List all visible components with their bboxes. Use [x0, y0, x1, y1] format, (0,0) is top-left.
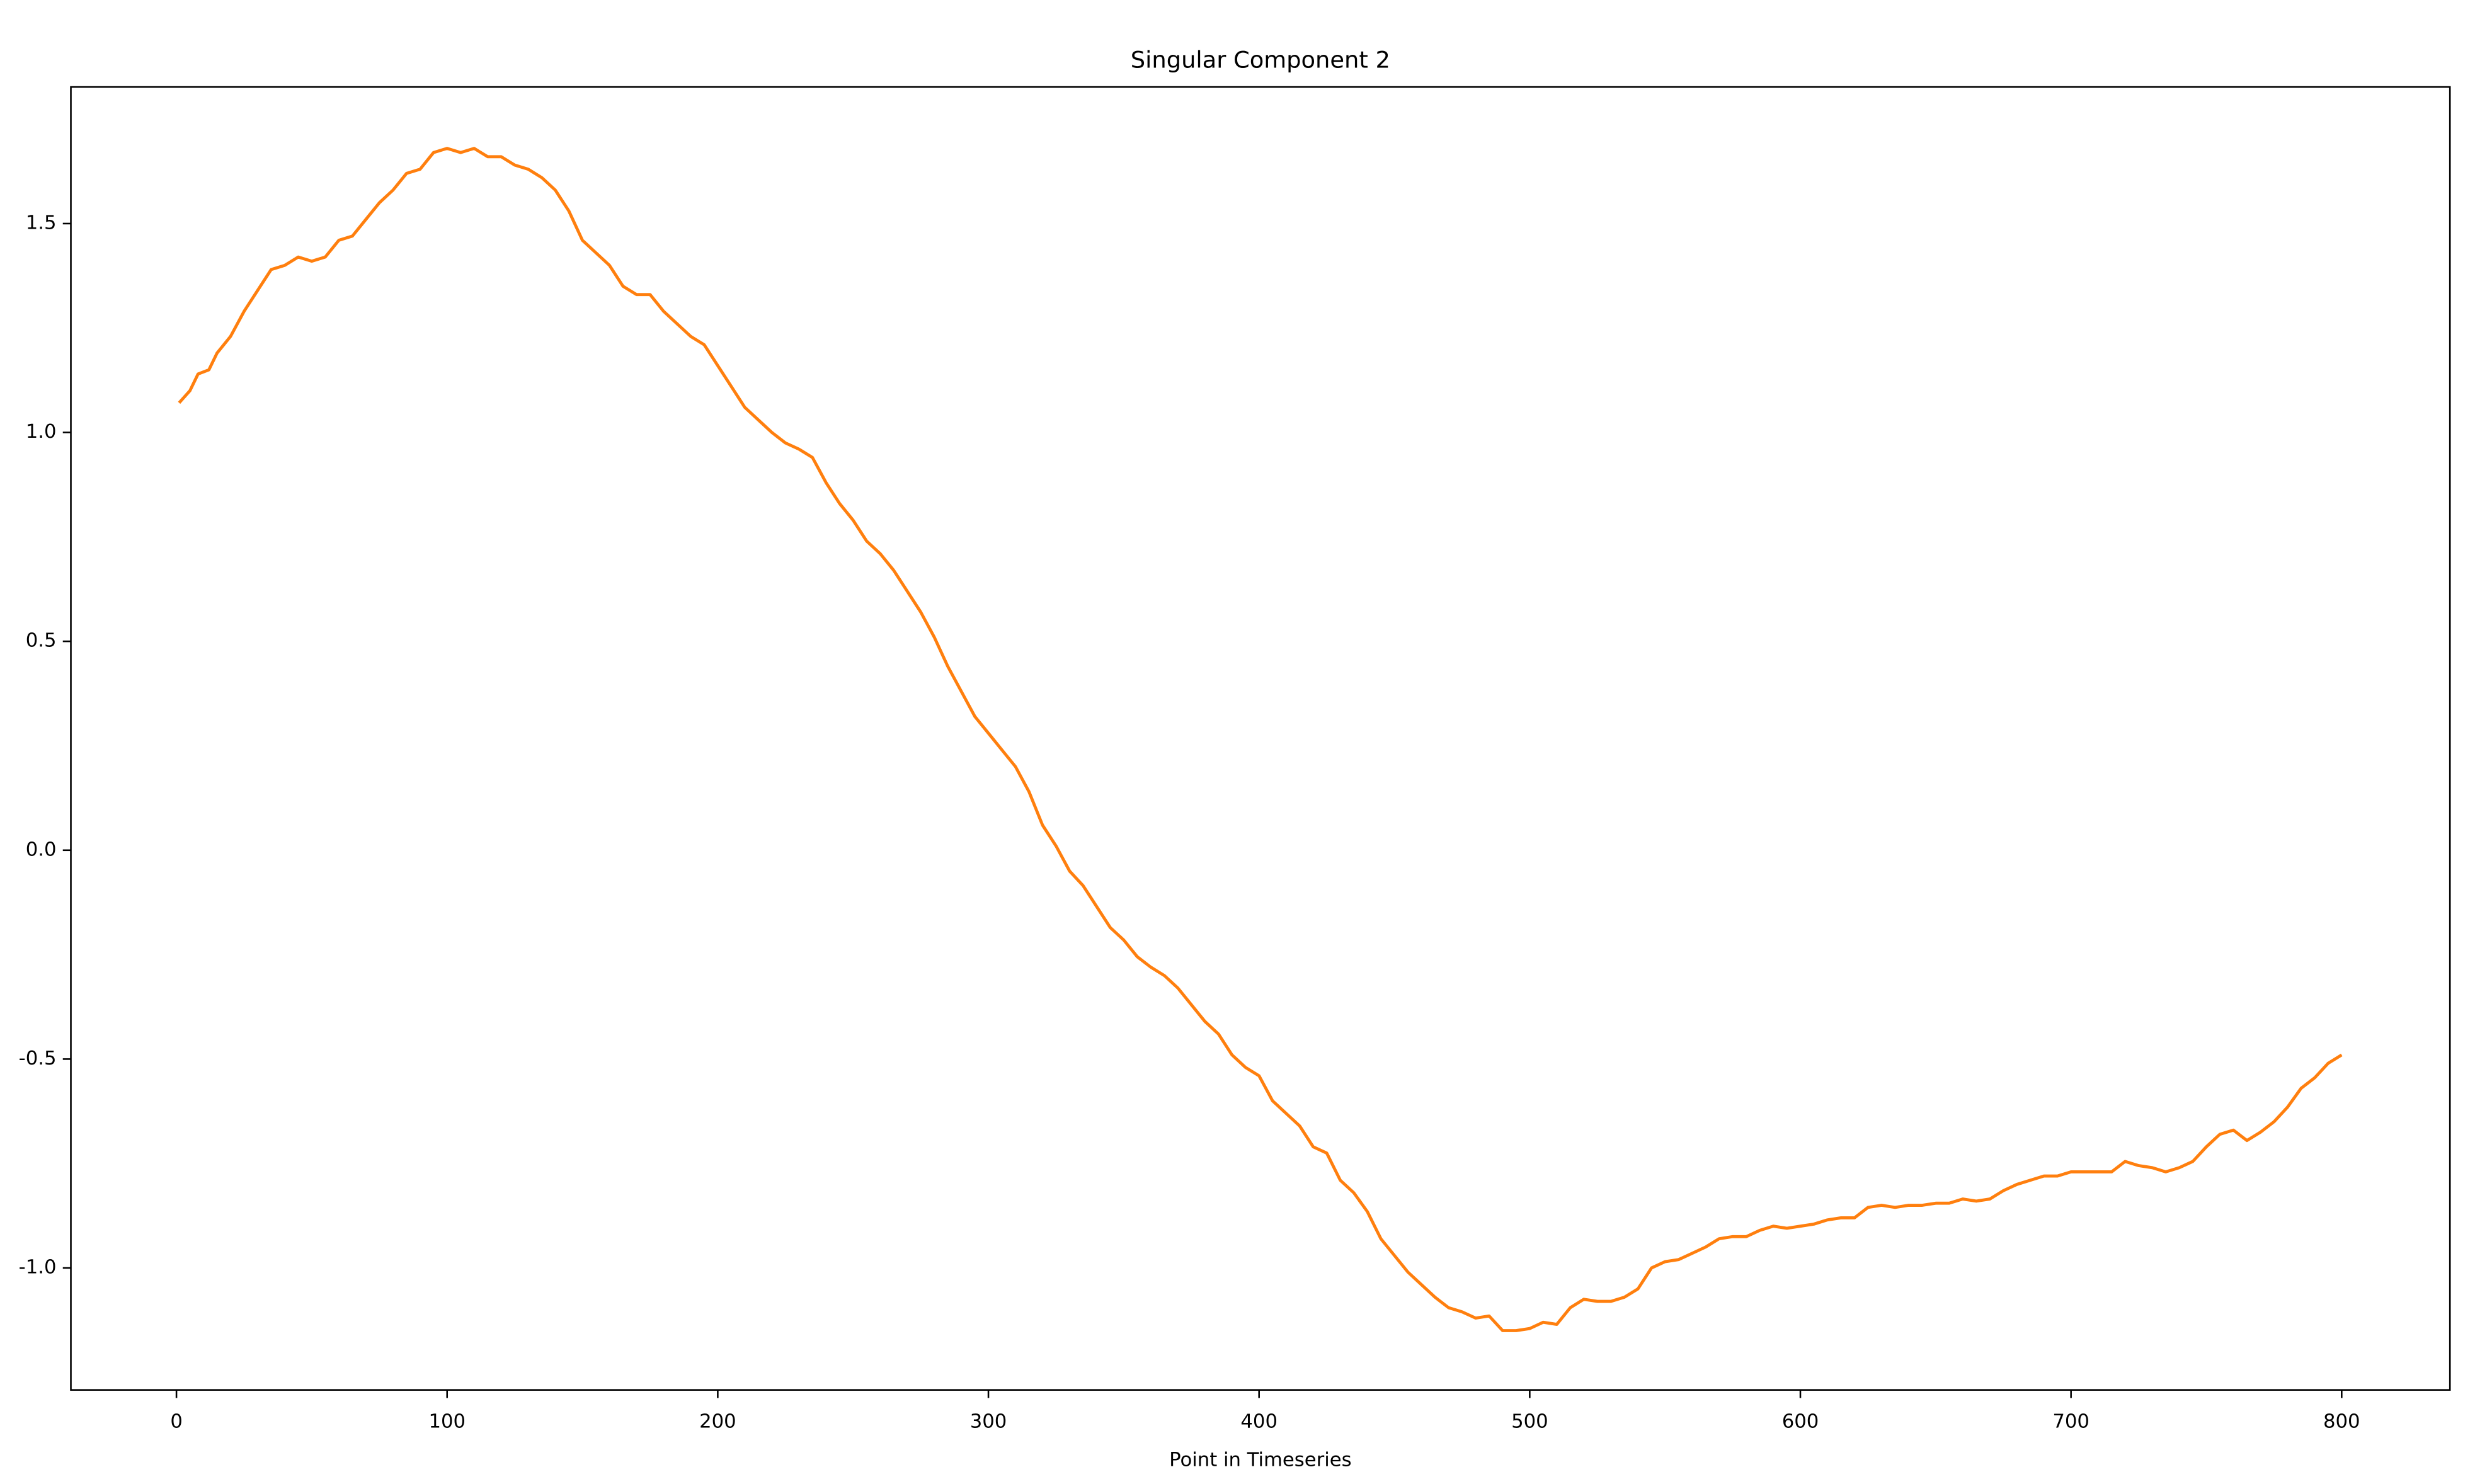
x-tick-label: 300 — [970, 1410, 1007, 1432]
line-series — [178, 147, 2343, 1332]
x-tick-label: 600 — [1782, 1410, 1819, 1432]
y-tick-label: -1.0 — [19, 1257, 57, 1279]
plot-frame — [70, 86, 2451, 1391]
y-tick-label: 1.5 — [26, 212, 57, 234]
y-tick-label: -0.5 — [19, 1047, 57, 1070]
x-tick-label: 200 — [699, 1410, 736, 1432]
y-tick-label: 1.0 — [26, 421, 57, 443]
x-tick-label: 800 — [2323, 1410, 2360, 1432]
x-tick-label: 0 — [170, 1410, 183, 1432]
chart-title: Singular Component 2 — [1131, 47, 1390, 74]
x-axis-label: Point in Timeseries — [1169, 1449, 1352, 1471]
x-tick-label: 700 — [2052, 1410, 2090, 1432]
x-tick-label: 400 — [1240, 1410, 1278, 1432]
y-tick-label: 0.5 — [26, 630, 57, 652]
x-tick-label: 100 — [428, 1410, 466, 1432]
x-tick-label: 500 — [1511, 1410, 1548, 1432]
y-tick-label: 0.0 — [26, 838, 57, 860]
